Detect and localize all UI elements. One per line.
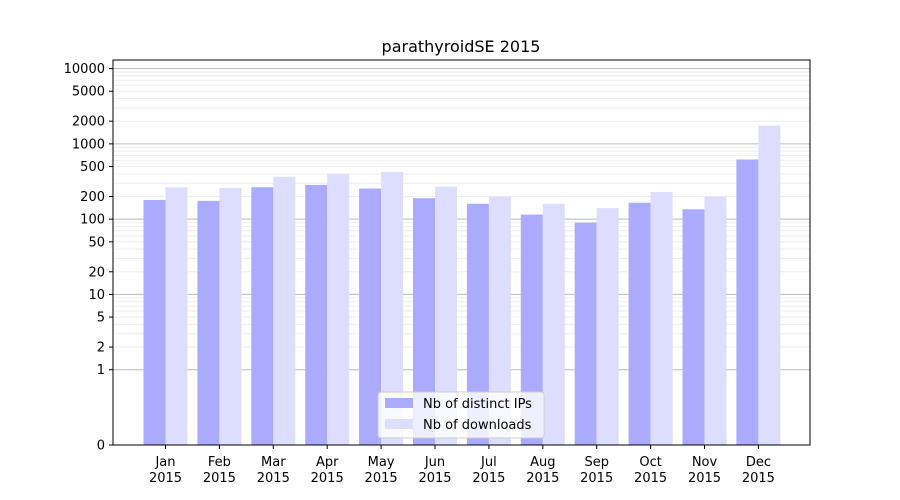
bar-downloads: [327, 174, 350, 445]
bar-downloads: [650, 191, 673, 445]
x-tick-label-year: 2015: [634, 471, 667, 486]
x-tick-label-month: Oct: [639, 455, 661, 470]
y-tick-label: 100: [80, 213, 105, 228]
bar-downloads: [165, 187, 188, 446]
y-tick-label: 1000: [72, 137, 105, 152]
x-tick-label-year: 2015: [526, 471, 559, 486]
bar-downloads: [219, 187, 242, 445]
x-tick-label-year: 2015: [257, 471, 290, 486]
x-tick-label-year: 2015: [418, 471, 451, 486]
bars: [143, 125, 781, 446]
legend: Nb of distinct IPs Nb of downloads: [377, 391, 545, 439]
y-tick-label: 200: [80, 190, 105, 205]
y-tick-label: 50: [88, 235, 105, 250]
y-tick-label: 2: [97, 341, 105, 356]
x-tick-label-month: Mar: [261, 455, 286, 470]
x-tick-label-month: Dec: [746, 455, 771, 470]
legend-label-downloads: Nb of downloads: [423, 418, 532, 433]
x-tick-label-year: 2015: [688, 471, 721, 486]
legend-swatch-downloads: [385, 419, 413, 429]
bar-distinct-ips: [682, 209, 705, 445]
bar-downloads: [704, 196, 727, 445]
x-tick-label-month: Jul: [480, 455, 497, 470]
chart-title: parathyroidSE 2015: [382, 37, 541, 56]
y-tick-label: 5000: [72, 85, 105, 100]
y-axis: 0 1 2 5 10 20 50 100 200 500 1000 2000 5000 10000: [64, 62, 113, 454]
legend-swatch-distinct-ips: [385, 398, 413, 408]
bar-distinct-ips: [197, 200, 220, 445]
y-tick-label: 5: [97, 311, 105, 326]
x-tick-label-month: May: [368, 455, 395, 470]
bar-distinct-ips: [628, 202, 651, 445]
x-tick-label-year: 2015: [311, 471, 344, 486]
bar-downloads: [488, 196, 511, 445]
x-tick-label-month: Feb: [208, 455, 231, 470]
x-tick-label-year: 2015: [365, 471, 398, 486]
bar-downloads: [542, 203, 565, 445]
x-tick-label-year: 2015: [149, 471, 182, 486]
legend-box: [377, 391, 545, 439]
bar-distinct-ips: [466, 203, 489, 445]
y-tick-label: 2000: [72, 115, 105, 130]
x-tick-label-month: Sep: [584, 455, 609, 470]
x-tick-label-month: Apr: [316, 455, 339, 470]
bar-distinct-ips: [736, 159, 759, 445]
y-tick-label: 1: [97, 363, 105, 378]
x-axis: Jan2015Feb2015Mar2015Apr2015May2015Jun20…: [149, 445, 775, 486]
bar-downloads: [758, 125, 781, 446]
x-tick-label-year: 2015: [580, 471, 613, 486]
legend-label-distinct-ips: Nb of distinct IPs: [423, 397, 532, 412]
x-tick-label-month: Aug: [530, 455, 555, 470]
bar-distinct-ips: [574, 222, 597, 445]
x-tick-label-month: Jan: [154, 455, 175, 470]
y-tick-label: 500: [80, 160, 105, 175]
bar-downloads: [273, 176, 296, 445]
bar-distinct-ips: [359, 188, 382, 445]
bar-distinct-ips: [520, 214, 543, 445]
x-tick-label-month: Nov: [692, 455, 718, 470]
plot-frame: [112, 59, 811, 446]
bar-downloads: [596, 208, 619, 445]
bar-distinct-ips: [251, 187, 274, 446]
x-tick-label-month: Jun: [424, 455, 445, 470]
x-tick-label-year: 2015: [472, 471, 505, 486]
bar-downloads: [435, 186, 457, 445]
bar-downloads: [381, 171, 404, 445]
bar-distinct-ips: [413, 198, 435, 445]
y-tick-label: 20: [88, 265, 105, 280]
bar-distinct-ips: [305, 184, 328, 446]
y-tick-label: 0: [97, 439, 105, 454]
bar-distinct-ips: [143, 199, 166, 445]
x-tick-label-year: 2015: [742, 471, 775, 486]
y-tick-label: 10000: [64, 62, 105, 77]
x-tick-label-year: 2015: [203, 471, 236, 486]
y-tick-label: 10: [88, 288, 105, 303]
